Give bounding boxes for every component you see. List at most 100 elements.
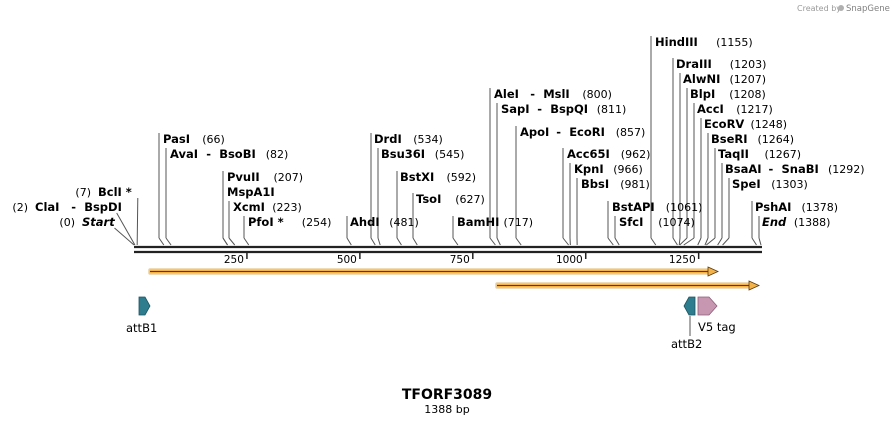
feature-v5-tag[interactable]: V5 tag bbox=[697, 296, 736, 334]
site-enzyme-name: MspA1I bbox=[227, 185, 275, 199]
ruler-tick-label: 1250 bbox=[669, 254, 696, 266]
site-enzyme-name: MslI bbox=[543, 87, 570, 101]
site-alei[interactable]: AleI - MslI (800) bbox=[494, 87, 612, 101]
site-leader-joint bbox=[697, 237, 702, 246]
site-enzyme-name: AccI bbox=[697, 102, 724, 116]
site-leader-joint bbox=[243, 237, 250, 246]
site-enzyme-name: BstAPI bbox=[612, 200, 655, 214]
site-alwni[interactable]: AlwNI (1207) bbox=[683, 72, 766, 86]
site-acci[interactable]: AccI (1217) bbox=[697, 102, 773, 116]
site-taqii[interactable]: TaqII (1267) bbox=[718, 147, 801, 161]
site-position: (481) bbox=[389, 216, 419, 229]
site-sfci[interactable]: SfcI (1074) bbox=[619, 215, 695, 229]
site-position: (1203) bbox=[730, 58, 767, 71]
site-leader-joint bbox=[751, 237, 757, 246]
site-bbsi[interactable]: BbsI (981) bbox=[581, 177, 650, 191]
site-position: (2) bbox=[12, 201, 28, 214]
site-pasi[interactable]: PasI (66) bbox=[163, 132, 225, 146]
site-position: (1378) bbox=[802, 201, 839, 214]
site-position: (66) bbox=[202, 133, 225, 146]
site-position: (717) bbox=[504, 216, 534, 229]
site-position: (592) bbox=[447, 171, 477, 184]
site-enzyme-name: End bbox=[762, 215, 787, 229]
site-tsoi[interactable]: TsoI (627) bbox=[416, 192, 485, 206]
site-start[interactable]: (0) Start bbox=[59, 215, 115, 229]
site-pshai[interactable]: PshAI (1378) bbox=[755, 200, 838, 214]
site-xcmi[interactable]: XcmI (223) bbox=[233, 200, 302, 214]
site-leader-joint bbox=[672, 237, 678, 246]
orf-arrow-2[interactable] bbox=[495, 280, 760, 291]
site-enzyme-name: PfoI * bbox=[248, 215, 284, 229]
site-bseri[interactable]: BseRI (1264) bbox=[711, 132, 794, 146]
site-enzyme-name: AlwNI bbox=[683, 72, 720, 86]
site-avai[interactable]: AvaI - BsoBI (82) bbox=[170, 147, 288, 161]
site-leader-joint bbox=[496, 237, 501, 246]
site-leader-joint bbox=[377, 237, 381, 246]
site-bsu36i[interactable]: Bsu36I (545) bbox=[381, 147, 464, 161]
site-bsaai[interactable]: BsaAI - SnaBI (1292) bbox=[725, 162, 865, 176]
site-draiii[interactable]: DraIII (1203) bbox=[676, 57, 766, 71]
site-acc65i[interactable]: Acc65I (962) bbox=[567, 147, 650, 161]
site-mspa1i[interactable]: MspA1I bbox=[227, 185, 275, 199]
site-enzyme-name: BclI * bbox=[98, 185, 132, 199]
site-sapi[interactable]: SapI - BspQI (811) bbox=[501, 102, 626, 116]
site-bstxi[interactable]: BstXI (592) bbox=[400, 170, 476, 184]
site-bamhi[interactable]: BamHI (717) bbox=[457, 215, 533, 229]
site-leader-joint bbox=[489, 237, 496, 246]
orf-arrow-1[interactable] bbox=[148, 266, 719, 277]
site-enzyme-name: TaqII bbox=[718, 147, 749, 161]
site-enzyme-name: ApoI bbox=[520, 125, 549, 139]
site-spei[interactable]: SpeI (1303) bbox=[732, 177, 808, 191]
site-position: (1303) bbox=[771, 178, 808, 191]
site-ahdi[interactable]: AhdI (481) bbox=[350, 215, 419, 229]
site-hindiii[interactable]: HindIII (1155) bbox=[655, 35, 753, 49]
site-end[interactable]: End (1388) bbox=[762, 215, 830, 229]
site-name-separator: - bbox=[71, 200, 76, 214]
site-position: (0) bbox=[59, 216, 75, 229]
site-enzyme-name: Bsu36I bbox=[381, 147, 425, 161]
site-drdi[interactable]: DrdI (534) bbox=[374, 132, 443, 146]
site-leader-joint bbox=[222, 237, 228, 246]
site-pfoi[interactable]: PfoI * (254) bbox=[248, 215, 331, 229]
site-enzyme-name: AhdI bbox=[350, 215, 380, 229]
site-bcli[interactable]: (7) BclI * bbox=[75, 185, 131, 199]
site-position: (1388) bbox=[794, 216, 831, 229]
feature-attB1[interactable]: attB1 bbox=[126, 296, 157, 335]
site-name-separator: - bbox=[769, 162, 774, 176]
feature-label-attB2: attB2 bbox=[671, 337, 702, 351]
site-leader-joint bbox=[614, 237, 620, 246]
site-blpi[interactable]: BlpI (1208) bbox=[690, 87, 766, 101]
site-enzyme-name: SfcI bbox=[619, 215, 643, 229]
site-position: (223) bbox=[272, 201, 302, 214]
site-enzyme-name: AvaI bbox=[170, 147, 198, 161]
site-enzyme-name: SpeI bbox=[732, 177, 761, 191]
site-leader-joint bbox=[758, 237, 762, 246]
credit-text: Created by bbox=[797, 4, 841, 13]
site-leader-joint bbox=[679, 237, 688, 246]
site-pvuii[interactable]: PvuII (207) bbox=[227, 170, 303, 184]
site-apoi[interactable]: ApoI - EcoRI (857) bbox=[520, 125, 645, 139]
site-leader-line bbox=[116, 212, 136, 246]
feature-attB2[interactable]: attB2 bbox=[671, 296, 702, 351]
site-leader-joint bbox=[562, 237, 569, 246]
site-position: (962) bbox=[621, 148, 651, 161]
site-position: (1292) bbox=[828, 163, 865, 176]
site-name-separator: - bbox=[537, 102, 542, 116]
site-ecorv[interactable]: EcoRV (1248) bbox=[704, 117, 787, 131]
site-bstapi[interactable]: BstAPI (1061) bbox=[612, 200, 702, 214]
site-leader-joint bbox=[396, 237, 402, 246]
site-enzyme-name: BamHI bbox=[457, 215, 499, 229]
site-enzyme-name: ClaI bbox=[35, 200, 59, 214]
site-clai[interactable]: (2) ClaI - BspDI bbox=[12, 200, 121, 214]
site-position: (811) bbox=[597, 103, 627, 116]
site-kpni[interactable]: KpnI (966) bbox=[574, 162, 643, 176]
site-leader-joint bbox=[650, 237, 657, 246]
site-labels: HindIII (1155) DraIII (1203) AlwNI (1207) AleI… bbox=[12, 35, 864, 229]
site-position: (1208) bbox=[729, 88, 766, 101]
site-position: (207) bbox=[274, 171, 304, 184]
site-enzyme-name: AleI bbox=[494, 87, 519, 101]
sequence-name: TFORF3089 bbox=[402, 387, 492, 403]
site-leader-joint bbox=[607, 237, 614, 246]
site-name-separator: - bbox=[206, 147, 211, 161]
site-position: (82) bbox=[266, 148, 289, 161]
